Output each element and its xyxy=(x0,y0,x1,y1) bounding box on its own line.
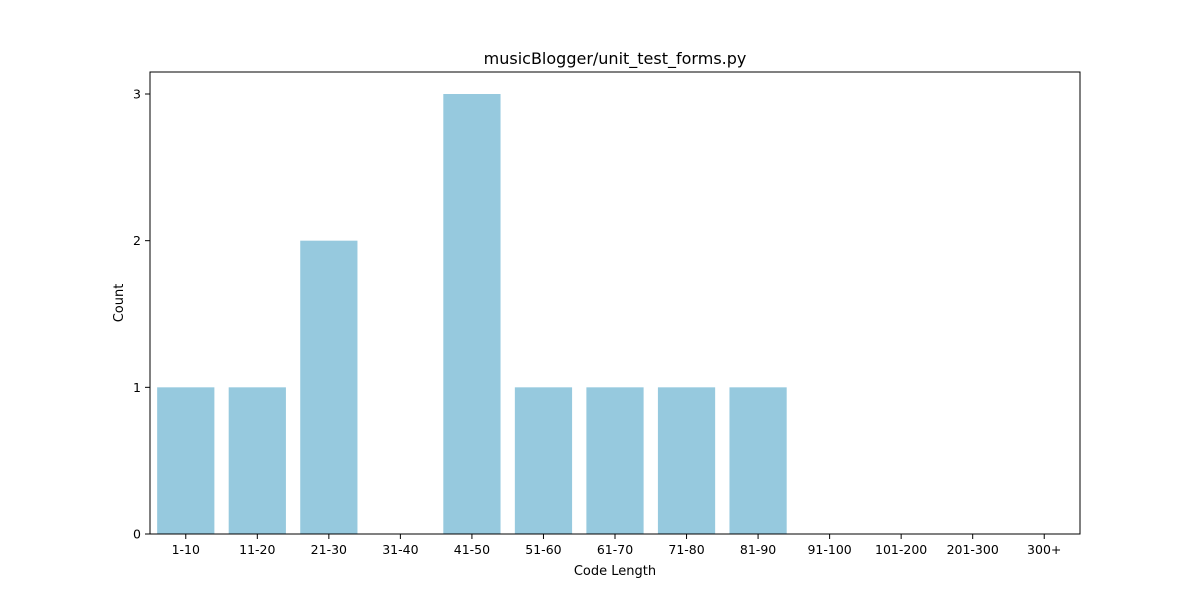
x-tick-label: 51-60 xyxy=(525,542,561,557)
bar-11-20 xyxy=(228,387,286,534)
x-tick-label: 101-200 xyxy=(875,542,927,557)
plot-frame xyxy=(149,71,1081,535)
bar-81-90 xyxy=(729,387,787,534)
bars-group xyxy=(157,94,787,535)
y-axis-label: Count xyxy=(112,284,127,323)
x-tick-label: 300+ xyxy=(1027,542,1061,557)
x-tick-label: 21-30 xyxy=(311,542,347,557)
bar-21-30 xyxy=(300,240,358,535)
x-tick-label: 61-70 xyxy=(597,542,633,557)
bar-41-50 xyxy=(443,94,501,534)
bar-71-80 xyxy=(657,387,716,534)
y-tick-label: 0 xyxy=(133,527,141,542)
y-ticks-group: 0 1 2 3 xyxy=(133,87,150,542)
bar-51-60 xyxy=(514,387,573,534)
bar-1-10 xyxy=(157,387,215,534)
chart-title: musicBlogger/unit_test_forms.py xyxy=(484,49,747,69)
x-axis-label: Code Length xyxy=(574,564,656,579)
x-tick-label: 41-50 xyxy=(454,542,490,557)
x-tick-label: 31-40 xyxy=(382,542,418,557)
x-ticks-group: 1-10 11-20 21-30 31-40 41-50 51-60 61-70 71-80 8… xyxy=(172,534,1061,557)
x-tick-label: 71-80 xyxy=(668,542,704,557)
y-tick-label: 1 xyxy=(133,380,141,395)
bar-61-70 xyxy=(586,387,644,534)
y-tick-label: 2 xyxy=(133,233,141,248)
x-tick-label: 201-300 xyxy=(947,542,999,557)
x-tick-label: 81-90 xyxy=(740,542,776,557)
x-tick-label: 11-20 xyxy=(239,542,275,557)
x-tick-label: 1-10 xyxy=(172,542,200,557)
y-tick-label: 3 xyxy=(133,87,141,102)
x-tick-label: 91-100 xyxy=(807,542,851,557)
